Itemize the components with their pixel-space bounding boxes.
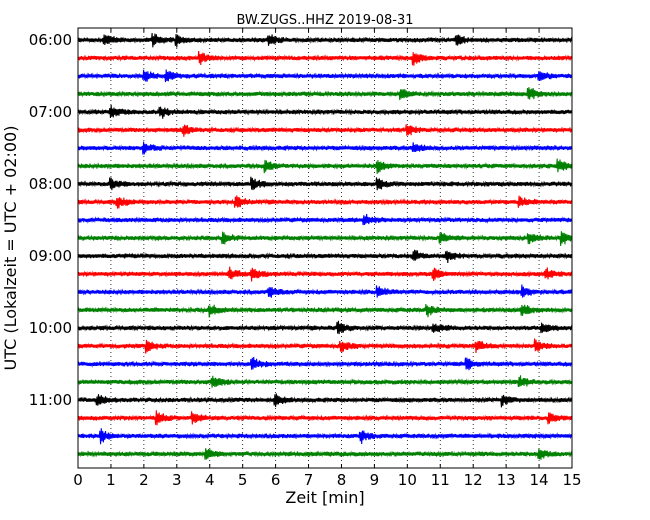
trace-0845 xyxy=(77,231,573,247)
x-tick-label-14: 14 xyxy=(530,471,549,489)
x-tick-label-8: 8 xyxy=(337,471,347,489)
x-tick-label-9: 9 xyxy=(370,471,380,489)
chart-title: BW.ZUGS..HHZ 2019-08-31 xyxy=(236,13,413,28)
y-tick-label-1: 07:00 xyxy=(29,103,72,121)
x-axis-label: Zeit [min] xyxy=(285,488,364,507)
x-tick-label-6: 6 xyxy=(271,471,281,489)
x-tick-label-0: 0 xyxy=(73,471,83,489)
axis-ticks xyxy=(77,28,573,468)
trace-1115 xyxy=(77,410,573,426)
x-tick-label-5: 5 xyxy=(238,471,248,489)
y-tick-label-3: 09:00 xyxy=(29,247,72,265)
seismic-traces xyxy=(77,33,573,460)
trace-0700 xyxy=(77,105,573,119)
trace-1000 xyxy=(77,320,573,335)
x-tick-label-12: 12 xyxy=(464,471,483,489)
x-tick-label-13: 13 xyxy=(497,471,516,489)
trace-0630 xyxy=(77,69,573,83)
x-tick-label-7: 7 xyxy=(304,471,314,489)
trace-0745 xyxy=(77,158,573,174)
x-tick-label-1: 1 xyxy=(106,471,116,489)
trace-0815 xyxy=(77,195,573,209)
trace-0830 xyxy=(77,213,573,226)
y-tick-labels: 06:00 07:00 08:00 09:00 10:00 11:00 xyxy=(29,31,72,409)
trace-1100 xyxy=(77,393,573,408)
x-tick-label-15: 15 xyxy=(562,471,581,489)
y-tick-label-2: 08:00 xyxy=(29,175,72,193)
y-tick-label-4: 10:00 xyxy=(29,319,72,337)
trace-0715 xyxy=(77,124,573,137)
trace-0945 xyxy=(77,304,573,318)
x-tick-label-4: 4 xyxy=(205,471,215,489)
x-tick-label-11: 11 xyxy=(431,471,450,489)
x-tick-labels: 0 1 2 3 4 5 6 7 8 9 10 11 12 13 14 15 xyxy=(73,471,581,489)
y-tick-label-5: 11:00 xyxy=(29,391,72,409)
trace-0800 xyxy=(77,176,573,191)
y-axis-label: UTC (Lokalzeit = UTC + 02:00) xyxy=(1,126,20,371)
trace-1145 xyxy=(77,448,573,460)
trace-1130 xyxy=(77,428,573,445)
trace-0615 xyxy=(77,50,573,66)
y-tick-label-0: 06:00 xyxy=(29,31,72,49)
trace-1015 xyxy=(77,338,573,354)
trace-0930 xyxy=(77,284,573,298)
x-tick-label-2: 2 xyxy=(139,471,149,489)
grid-lines xyxy=(110,28,540,468)
trace-1045 xyxy=(77,375,573,388)
trace-0730 xyxy=(77,141,573,155)
trace-0915 xyxy=(77,266,573,282)
trace-0645 xyxy=(77,87,573,101)
trace-0600 xyxy=(77,33,573,48)
x-tick-label-3: 3 xyxy=(172,471,182,489)
trace-1030 xyxy=(77,356,573,371)
trace-0900 xyxy=(77,249,573,264)
plot-frame xyxy=(77,27,573,469)
x-tick-label-10: 10 xyxy=(398,471,417,489)
